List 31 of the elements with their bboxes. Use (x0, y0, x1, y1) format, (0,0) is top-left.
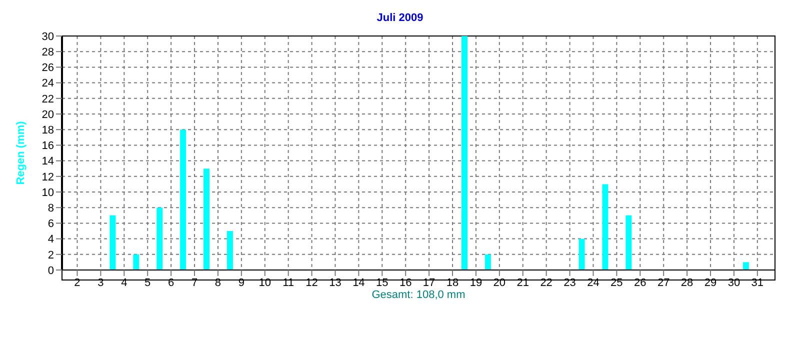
y-tick-label: 24 (42, 78, 54, 90)
bar (626, 215, 632, 270)
bar (226, 231, 233, 270)
y-tick-label: 18 (42, 124, 54, 137)
y-tick-label: 28 (42, 46, 54, 59)
bar (110, 215, 116, 270)
bar (742, 262, 749, 270)
bar (462, 36, 468, 270)
bar (602, 184, 608, 270)
y-tick-label: 26 (42, 62, 54, 74)
bar (133, 254, 140, 270)
y-tick-label: 12 (42, 171, 54, 184)
y-axis-title: Regen (mm) (14, 120, 27, 185)
y-tick-label: 30 (42, 30, 54, 43)
bar (204, 168, 210, 270)
x-axis-title: Gesamt: 108,0 mm (372, 289, 466, 301)
y-tick-label: 2 (48, 249, 54, 262)
y-tick-label: 6 (48, 218, 54, 230)
y-tick-label: 4 (48, 234, 54, 246)
y-tick-label: 14 (42, 156, 54, 168)
y-tick-label: 20 (42, 108, 54, 121)
bar (484, 254, 491, 270)
y-tick-label: 16 (42, 140, 54, 152)
chart-title: Juli 2009 (376, 12, 424, 24)
y-tick-label: 0 (48, 264, 54, 277)
bar (180, 130, 186, 270)
y-tick-label: 22 (42, 93, 54, 106)
bar (156, 208, 163, 270)
bar (578, 238, 585, 270)
y-tick-label: 10 (42, 186, 54, 199)
y-tick-label: 8 (48, 202, 54, 215)
